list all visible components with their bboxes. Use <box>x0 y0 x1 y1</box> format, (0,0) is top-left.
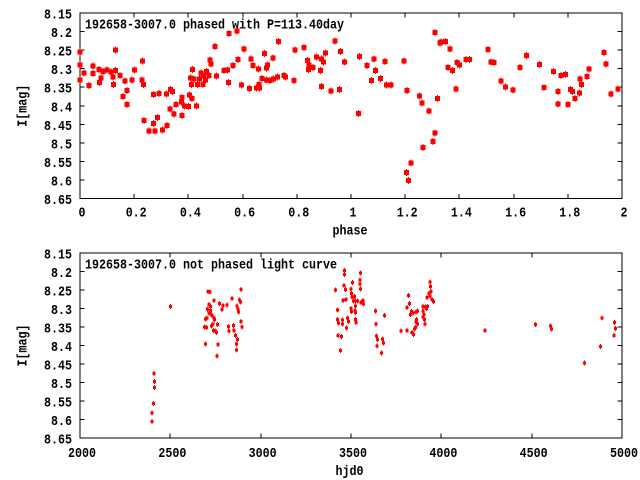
svg-text:1.8: 1.8 <box>559 206 580 222</box>
svg-text:8.5: 8.5 <box>51 137 72 153</box>
svg-text:8.25: 8.25 <box>44 45 72 61</box>
svg-text:8.65: 8.65 <box>44 433 72 449</box>
svg-text:8.15: 8.15 <box>44 248 72 264</box>
svg-text:1.6: 1.6 <box>505 206 526 222</box>
svg-text:192658-3007.0 phased with P=11: 192658-3007.0 phased with P=113.40day <box>85 18 344 34</box>
svg-text:8.15: 8.15 <box>44 8 72 24</box>
svg-text:8.25: 8.25 <box>44 285 72 301</box>
svg-text:8.65: 8.65 <box>44 193 72 209</box>
svg-text:I[mag]: I[mag] <box>16 85 32 127</box>
svg-text:0: 0 <box>79 206 86 222</box>
svg-text:0.4: 0.4 <box>180 206 201 222</box>
svg-text:4500: 4500 <box>520 446 548 462</box>
svg-text:1: 1 <box>350 206 357 222</box>
svg-text:phase: phase <box>333 224 368 240</box>
svg-text:I[mag]: I[mag] <box>16 325 32 367</box>
svg-text:8.55: 8.55 <box>44 156 72 172</box>
svg-text:8.35: 8.35 <box>44 82 72 98</box>
svg-text:8.45: 8.45 <box>44 119 72 135</box>
svg-text:8.4: 8.4 <box>51 100 72 116</box>
svg-text:2000: 2000 <box>68 446 96 462</box>
svg-text:8.35: 8.35 <box>44 322 72 338</box>
svg-text:2: 2 <box>621 206 628 222</box>
svg-text:8.5: 8.5 <box>51 377 72 393</box>
svg-text:8.55: 8.55 <box>44 396 72 412</box>
svg-text:192658-3007.0 not phased light: 192658-3007.0 not phased light curve <box>85 258 337 274</box>
svg-text:4000: 4000 <box>429 446 457 462</box>
svg-text:5000: 5000 <box>610 446 638 462</box>
svg-text:3000: 3000 <box>249 446 277 462</box>
svg-text:8.3: 8.3 <box>51 63 72 79</box>
svg-text:8.2: 8.2 <box>51 26 72 42</box>
svg-text:0.6: 0.6 <box>234 206 255 222</box>
svg-text:8.45: 8.45 <box>44 359 72 375</box>
svg-text:0.2: 0.2 <box>126 206 147 222</box>
svg-text:1.2: 1.2 <box>397 206 418 222</box>
svg-text:3500: 3500 <box>339 446 367 462</box>
svg-text:0.8: 0.8 <box>288 206 309 222</box>
svg-text:hjd0: hjd0 <box>336 464 364 480</box>
svg-text:8.4: 8.4 <box>51 340 72 356</box>
svg-text:1.4: 1.4 <box>451 206 472 222</box>
svg-text:8.2: 8.2 <box>51 266 72 282</box>
svg-text:2500: 2500 <box>158 446 186 462</box>
svg-text:8.3: 8.3 <box>51 303 72 319</box>
svg-text:8.6: 8.6 <box>51 414 72 430</box>
svg-text:8.6: 8.6 <box>51 174 72 190</box>
